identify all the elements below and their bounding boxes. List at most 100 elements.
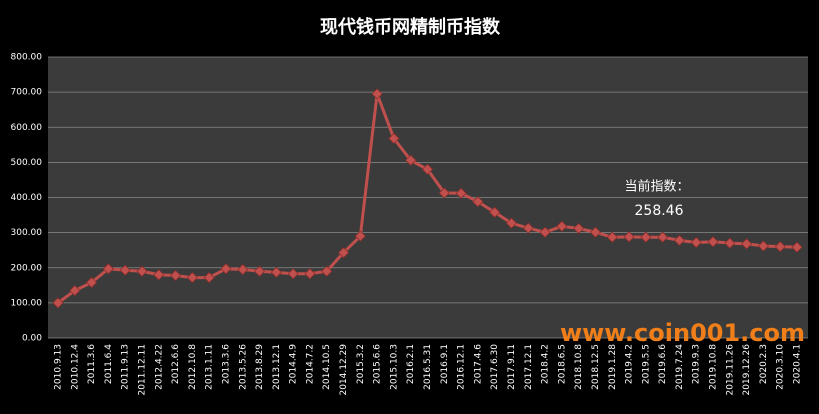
- data-point: [270, 266, 282, 278]
- data-point: [337, 247, 350, 259]
- x-tick-label: 2019.6.6: [658, 344, 668, 384]
- data-point: [438, 187, 450, 199]
- x-tick-label: 2014.4.9: [289, 344, 299, 384]
- x-tick-label: 2019.12.26: [742, 344, 752, 396]
- x-tick-label: 2019.10.8: [709, 344, 719, 390]
- x-tick-label: 2018.12.5: [591, 344, 601, 390]
- data-point: [505, 217, 518, 229]
- x-tick-label: 2017.4.6: [473, 344, 483, 384]
- chart-title: 现代钱币网精制币指数: [320, 16, 501, 38]
- x-tick-label: 2016.5.31: [423, 344, 433, 390]
- data-point: [640, 231, 652, 243]
- x-tick-label: 2011.3.6: [87, 344, 97, 384]
- y-tick-label: 400.00: [11, 193, 43, 203]
- x-tick-label: 2015.6.6: [373, 344, 383, 384]
- x-tick-label: 2010.9.13: [54, 344, 64, 390]
- y-tick-label: 100.00: [11, 298, 43, 308]
- data-point: [421, 163, 434, 175]
- data-point: [472, 196, 484, 208]
- y-tick-label: 0.00: [22, 334, 42, 344]
- x-tick-label: 2010.12.4: [70, 344, 80, 390]
- x-tick-label: 2020.3.10: [776, 344, 786, 390]
- data-point: [774, 241, 786, 253]
- data-point: [673, 234, 685, 246]
- annotation: 当前指数：: [624, 179, 689, 195]
- x-tick-label: 2019.1.28: [608, 344, 618, 390]
- x-tick-label: 2012.4.22: [154, 344, 164, 390]
- data-point: [371, 88, 383, 100]
- x-tick-label: 2018.10.8: [574, 344, 584, 390]
- data-point: [69, 285, 81, 297]
- y-tick-label: 200.00: [11, 263, 43, 273]
- data-point: [573, 222, 585, 234]
- data-point: [405, 154, 417, 166]
- x-tick-label: 2011.6.4: [104, 344, 114, 384]
- data-point: [657, 231, 669, 243]
- x-tick-label: 2013.5.26: [238, 344, 248, 390]
- data-point: [522, 222, 534, 234]
- data-point: [237, 263, 249, 276]
- data-point: [186, 272, 198, 284]
- x-tick-label: 2015.10.3: [389, 344, 399, 390]
- x-tick-label: 2018.4.2: [541, 344, 551, 384]
- data-point: [388, 132, 400, 145]
- x-tick-label: 2011.9.13: [121, 344, 131, 390]
- x-tick-label: 2017.6.30: [490, 344, 500, 390]
- data-point: [52, 297, 64, 309]
- y-tick-label: 500.00: [11, 158, 43, 168]
- data-point: [489, 206, 501, 218]
- data-point: [791, 241, 803, 253]
- data-point: [220, 263, 232, 275]
- data-point: [757, 240, 769, 252]
- x-tick-label: 2016.2.1: [406, 344, 416, 384]
- data-point: [707, 236, 719, 248]
- x-tick-label: 2014.10.5: [322, 344, 332, 390]
- x-tick-label: 2018.6.5: [557, 344, 567, 384]
- x-tick-label: 2015.3.2: [356, 344, 366, 384]
- y-tick-label: 700.00: [11, 88, 43, 98]
- data-point: [690, 236, 702, 249]
- x-tick-label: 2019.5.5: [641, 344, 651, 384]
- x-tick-label: 2014.12.29: [339, 344, 349, 396]
- data-point: [136, 265, 148, 277]
- data-point: [455, 187, 467, 199]
- annotation: 258.46: [635, 203, 684, 219]
- x-tick-label: 2019.9.3: [692, 344, 702, 384]
- data-point: [203, 272, 215, 284]
- x-tick-label: 2012.10.8: [188, 344, 198, 390]
- y-tick-label: 800.00: [11, 53, 43, 63]
- data-point: [304, 268, 316, 280]
- data-point: [321, 265, 333, 277]
- data-point: [153, 269, 165, 281]
- x-tick-label: 2013.12.1: [272, 344, 282, 390]
- data-point: [86, 276, 98, 289]
- x-tick-label: 2013.8.29: [255, 344, 265, 390]
- x-tick-label: 2017.12.1: [524, 344, 534, 390]
- data-point: [102, 263, 114, 275]
- x-tick-label: 2019.7.24: [675, 344, 685, 390]
- x-tick-label: 2020.4.1: [793, 344, 803, 384]
- x-tick-label: 2013.3.6: [221, 344, 231, 384]
- x-tick-label: 2017.9.11: [507, 344, 517, 390]
- x-tick-label: 2019.11.26: [725, 344, 735, 396]
- x-tick-label: 2013.1.11: [205, 344, 215, 390]
- data-point: [287, 268, 299, 280]
- data-point: [724, 237, 736, 249]
- x-tick-label: 2016.9.1: [440, 344, 450, 384]
- x-tick-label: 2011.12.11: [137, 344, 147, 396]
- x-tick-label: 2014.7.2: [305, 344, 315, 384]
- data-point: [539, 226, 551, 238]
- data-point: [589, 226, 602, 238]
- data-point: [606, 231, 618, 243]
- watermark: www.coin001.com: [560, 319, 805, 347]
- x-tick-label: 2012.6.6: [171, 344, 181, 384]
- x-tick-label: 2020.2.3: [759, 344, 769, 384]
- x-tick-label: 2019.4.2: [625, 344, 635, 384]
- x-tick-label: 2016.12.1: [457, 344, 467, 390]
- y-tick-label: 600.00: [11, 123, 43, 133]
- data-point: [253, 265, 266, 277]
- data-point: [556, 220, 568, 232]
- data-point: [119, 264, 131, 276]
- data-point: [170, 269, 182, 282]
